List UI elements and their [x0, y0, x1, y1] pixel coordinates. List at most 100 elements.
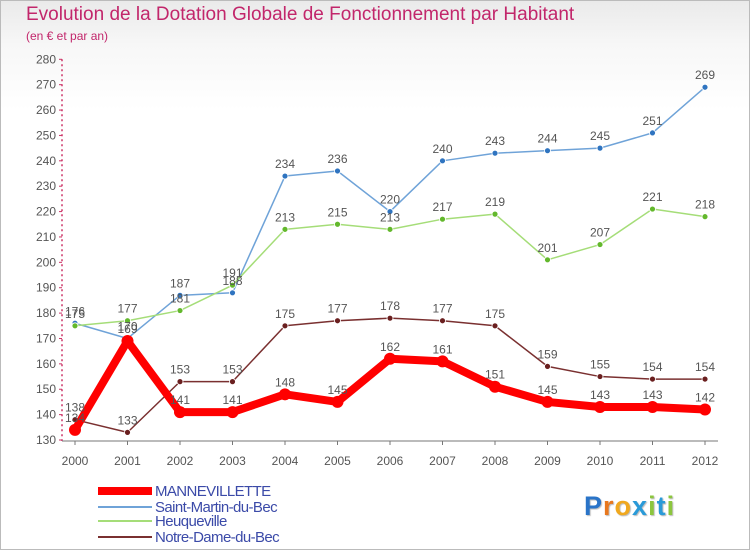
data-label-heuqueville: 213	[380, 210, 400, 224]
data-label-heuqueville: 177	[117, 302, 137, 316]
data-label-notre-dame-du-bec: 177	[327, 302, 347, 316]
x-tick-label: 2000	[62, 454, 89, 468]
data-point-notre-dame-du-bec	[439, 317, 446, 325]
chart-subtitle: (en € et par an)	[26, 29, 109, 43]
data-point-heuqueville	[596, 241, 604, 248]
legend-label: Saint-Martin-du-Bec	[155, 499, 278, 516]
data-point-heuqueville	[701, 213, 709, 221]
data-point-mannevillette	[646, 401, 659, 414]
data-label-notre-dame-du-bec: 175	[275, 307, 295, 321]
data-label-heuqueville: 207	[590, 226, 610, 240]
data-point-mannevillette	[436, 355, 449, 368]
axes: 130 140 150 160 170 180 190 200 210 220 230 240 250 2…	[36, 52, 719, 468]
data-label-heuqueville: 175	[65, 307, 85, 321]
data-point-heuqueville	[71, 322, 79, 330]
data-label-notre-dame-du-bec: 177	[432, 302, 452, 316]
data-point-saint-martin-du-bec	[229, 289, 236, 297]
data-point-saint-martin-du-bec	[281, 172, 289, 180]
y-tick-label: 130	[36, 433, 56, 447]
logo-letter: x	[632, 491, 649, 521]
data-point-heuqueville	[439, 215, 446, 223]
y-tick-label: 190	[36, 281, 56, 295]
data-label-saint-martin-du-bec: 187	[170, 276, 190, 290]
x-tick-label: 2011	[640, 454, 666, 468]
data-label-heuqueville: 218	[695, 198, 715, 212]
data-point-mannevillette	[489, 380, 501, 393]
data-label-mannevillette: 148	[275, 375, 295, 389]
y-tick-label: 200	[36, 255, 56, 269]
data-label-saint-martin-du-bec: 243	[485, 134, 505, 148]
legend-label: Notre-Dame-du-Bec	[155, 529, 280, 546]
data-point-mannevillette	[69, 423, 81, 436]
x-tick-label: 2010	[587, 454, 614, 468]
y-tick-label: 250	[36, 128, 56, 142]
data-label-mannevillette: 145	[537, 383, 557, 397]
data-label-notre-dame-du-bec: 133	[117, 413, 137, 427]
data-label-heuqueville: 181	[170, 292, 190, 306]
data-label-mannevillette: 134	[65, 411, 85, 425]
data-point-notre-dame-du-bec	[229, 378, 236, 386]
legend-swatch	[98, 506, 152, 508]
data-point-heuqueville	[176, 307, 184, 314]
data-label-mannevillette: 143	[590, 388, 610, 402]
data-point-mannevillette	[121, 335, 134, 348]
x-tick-label: 2007	[429, 454, 456, 468]
y-tick-label: 140	[36, 408, 56, 422]
data-point-notre-dame-du-bec	[649, 375, 656, 383]
data-label-saint-martin-du-bec: 188	[222, 274, 242, 288]
x-tick-label: 2012	[692, 454, 719, 468]
x-tick-label: 2003	[219, 454, 246, 468]
chart-title: Evolution de la Dotation Globale de Fonc…	[26, 4, 575, 25]
legend-label: MANNEVILLETTE	[155, 483, 271, 500]
data-label-mannevillette: 143	[642, 388, 662, 402]
data-label-mannevillette: 141	[170, 393, 190, 407]
data-label-heuqueville: 219	[485, 195, 505, 209]
data-label-saint-martin-du-bec: 236	[327, 152, 347, 166]
data-point-heuqueville	[281, 225, 289, 233]
data-point-saint-martin-du-bec	[596, 144, 604, 152]
data-label-heuqueville: 191	[222, 266, 242, 280]
data-point-heuqueville	[544, 256, 551, 264]
data-label-heuqueville: 213	[275, 210, 295, 224]
data-point-notre-dame-du-bec	[491, 322, 499, 330]
data-point-saint-martin-du-bec	[386, 208, 394, 215]
data-point-heuqueville	[124, 317, 131, 325]
data-point-mannevillette	[594, 401, 606, 414]
data-label-saint-martin-du-bec: 176	[65, 304, 85, 318]
legend-swatch	[98, 536, 152, 538]
legend-label: Heuqueville	[155, 513, 227, 530]
data-point-mannevillette	[331, 395, 344, 408]
logo-letter: r	[603, 491, 615, 521]
series-lines	[69, 83, 711, 436]
data-point-heuqueville	[334, 220, 341, 228]
data-label-saint-martin-du-bec: 245	[590, 129, 610, 143]
data-label-notre-dame-du-bec: 153	[170, 363, 190, 377]
data-point-notre-dame-du-bec	[334, 317, 341, 325]
data-label-saint-martin-du-bec: 244	[537, 132, 557, 146]
data-point-saint-martin-du-bec	[176, 291, 184, 299]
y-tick-label: 260	[36, 103, 56, 117]
data-point-saint-martin-du-bec	[439, 157, 446, 165]
data-labels: 176 170 187 188 234 236 220 240 243 244 245 251 269 1…	[65, 68, 715, 427]
data-point-saint-martin-du-bec	[544, 147, 551, 155]
data-label-saint-martin-du-bec: 269	[695, 68, 715, 82]
data-label-heuqueville: 215	[327, 205, 347, 219]
data-point-heuqueville	[229, 281, 236, 289]
y-tick-label: 210	[36, 230, 56, 244]
data-label-notre-dame-du-bec: 153	[222, 363, 242, 377]
data-point-mannevillette	[384, 352, 396, 365]
data-point-saint-martin-du-bec	[701, 83, 709, 91]
data-label-notre-dame-du-bec: 175	[485, 307, 505, 321]
data-label-mannevillette: 169	[117, 322, 137, 336]
x-tick-label: 2008	[482, 454, 509, 468]
data-label-saint-martin-du-bec: 220	[380, 193, 400, 207]
y-tick-label: 280	[36, 52, 56, 66]
x-tick-label: 2009	[534, 454, 561, 468]
data-point-notre-dame-du-bec	[544, 362, 551, 370]
x-tick-label: 2005	[324, 454, 351, 468]
data-label-saint-martin-du-bec: 170	[117, 319, 137, 333]
data-point-notre-dame-du-bec	[176, 378, 184, 386]
x-tick-label: 2002	[167, 454, 194, 468]
logo-letter: P	[584, 491, 604, 521]
